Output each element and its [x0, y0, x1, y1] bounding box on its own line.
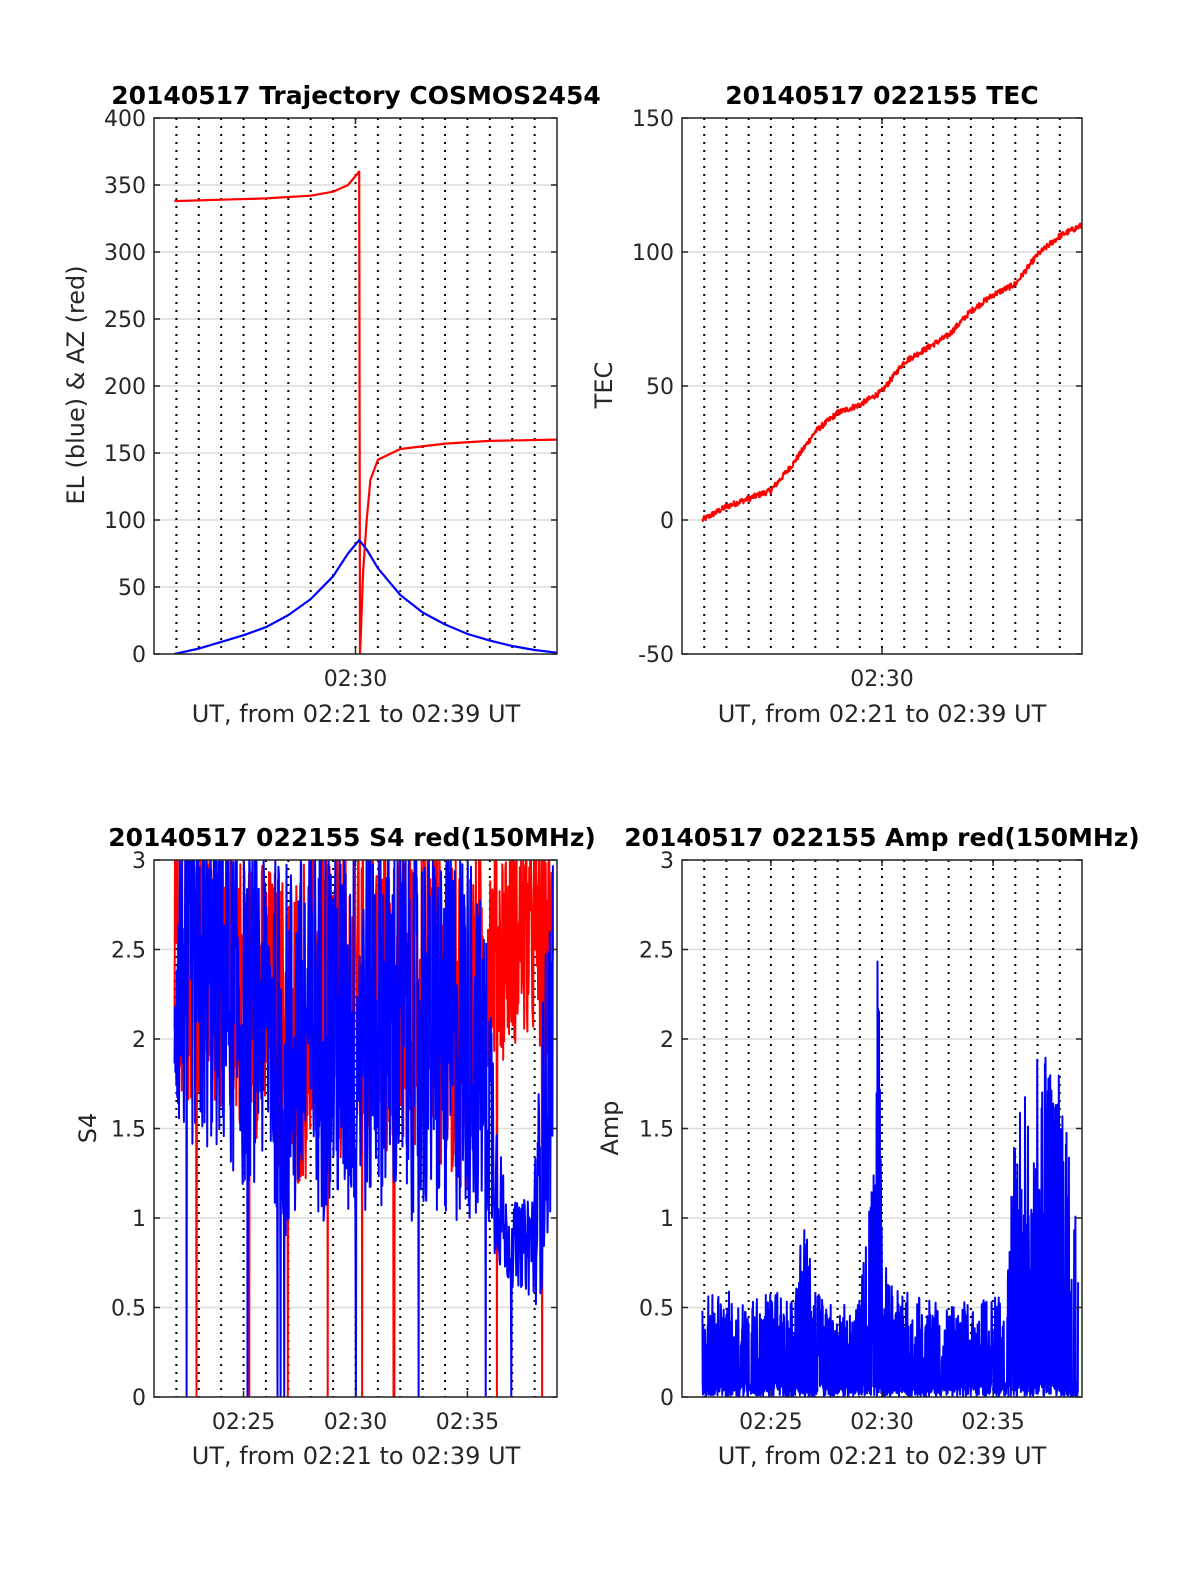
amp-data [701, 960, 1080, 1397]
trajectory-data [174, 170, 557, 654]
trajectory-y-axis-label: EL (blue) & AZ (red) [62, 265, 90, 504]
tec-series-tec [701, 222, 1082, 522]
y-tick-label: 0 [132, 643, 146, 668]
x-tick-label: 02:30 [850, 1410, 913, 1435]
y-tick-label: 3 [132, 849, 146, 874]
tec-x-axis-label: UT, from 02:21 to 02:39 UT [718, 700, 1047, 728]
x-tick-label: 02:35 [961, 1410, 1024, 1435]
y-tick-label: 2 [660, 1028, 674, 1053]
y-tick-label: 400 [104, 107, 146, 132]
y-tick-label: 200 [104, 375, 146, 400]
tec-title: 20140517 022155 TEC [725, 81, 1038, 110]
trajectory-title: 20140517 Trajectory COSMOS2454 [111, 81, 601, 110]
y-tick-label: 100 [104, 509, 146, 534]
amp-series-amp [701, 960, 1080, 1397]
y-tick-label: 350 [104, 174, 146, 199]
y-tick-label: 3 [660, 849, 674, 874]
s4-title: 20140517 022155 S4 red(150MHz) [108, 823, 596, 852]
trajectory-panel: 20140517 Trajectory COSMOS2454 UT, from … [62, 81, 601, 728]
y-tick-label: 2 [132, 1028, 146, 1053]
trajectory-series-az-red- [174, 170, 557, 654]
s4-data [173, 860, 554, 1397]
y-tick-label: 50 [118, 576, 146, 601]
y-tick-label: 2.5 [639, 939, 674, 964]
x-tick-label: 02:30 [850, 667, 913, 692]
y-tick-label: 50 [646, 375, 674, 400]
s4-series-s4-blue [173, 860, 554, 1397]
y-tick-label: 300 [104, 241, 146, 266]
amp-y-axis-label: Amp [596, 1100, 624, 1155]
x-tick-label: 02:25 [212, 1410, 275, 1435]
y-tick-label: 150 [104, 442, 146, 467]
x-tick-label: 02:35 [436, 1410, 499, 1435]
y-tick-label: 0.5 [111, 1297, 146, 1322]
y-tick-label: 250 [104, 308, 146, 333]
y-tick-label: 0.5 [639, 1297, 674, 1322]
x-tick-label: 02:30 [324, 667, 387, 692]
tec-panel: 20140517 022155 TEC UT, from 02:21 to 02… [590, 81, 1083, 728]
y-tick-label: 1.5 [111, 1118, 146, 1143]
tec-data [701, 222, 1082, 522]
y-tick-label: 150 [632, 107, 674, 132]
y-tick-label: 0 [660, 1386, 674, 1411]
trajectory-x-axis-label: UT, from 02:21 to 02:39 UT [192, 700, 521, 728]
y-tick-label: 1 [132, 1207, 146, 1232]
s4-x-axis-label: UT, from 02:21 to 02:39 UT [192, 1442, 521, 1470]
y-tick-label: 100 [632, 241, 674, 266]
y-tick-label: 1.5 [639, 1118, 674, 1143]
y-tick-label: 2.5 [111, 939, 146, 964]
amp-panel: 20140517 022155 Amp red(150MHz) UT, from… [596, 823, 1140, 1470]
y-tick-label: 0 [132, 1386, 146, 1411]
y-tick-label: 1 [660, 1207, 674, 1232]
y-tick-label: -50 [638, 643, 674, 668]
tec-y-axis-label: TEC [590, 362, 618, 410]
x-tick-label: 02:30 [324, 1410, 387, 1435]
y-tick-label: 0 [660, 509, 674, 534]
s4-panel: 20140517 022155 S4 red(150MHz) UT, from … [74, 823, 596, 1470]
x-tick-label: 02:25 [739, 1410, 802, 1435]
s4-y-axis-label: S4 [74, 1113, 102, 1144]
amp-x-axis-label: UT, from 02:21 to 02:39 UT [718, 1442, 1047, 1470]
amp-title: 20140517 022155 Amp red(150MHz) [624, 823, 1140, 852]
trajectory-series-el-blue- [174, 539, 557, 654]
